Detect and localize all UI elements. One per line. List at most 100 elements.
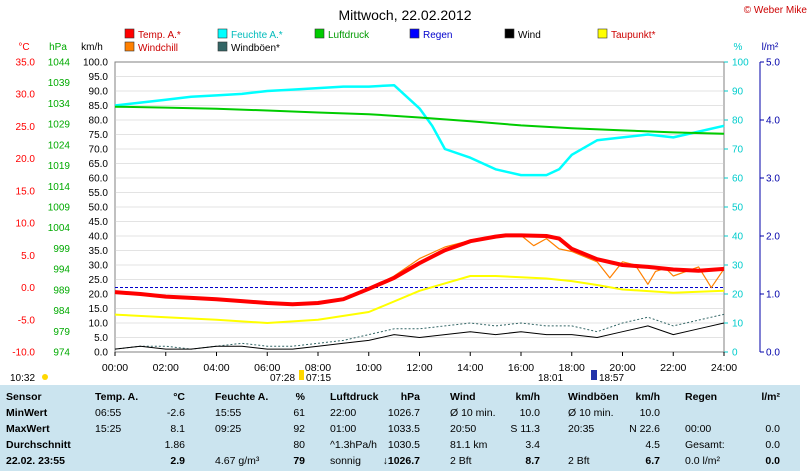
legend-label: Taupunkt*: [611, 30, 656, 41]
humidity-tick-label: 0: [732, 348, 738, 359]
x-tick-label: 18:00: [559, 362, 585, 374]
table-header: Wind: [450, 391, 476, 403]
rain-tick-label: 0.0: [766, 348, 780, 359]
pressure-tick-label: 1004: [48, 223, 71, 234]
pressure-tick-label: 1019: [48, 161, 71, 172]
wind-tick-label: 30.0: [89, 261, 109, 272]
wind-axis-unit: km/h: [81, 42, 103, 53]
left-time-sun-icon: [42, 374, 48, 380]
pressure-tick-label: 984: [53, 306, 70, 317]
left-time-label: 10:32: [10, 373, 35, 384]
temp-tick-label: 20.0: [16, 154, 36, 165]
wind-tick-label: 45.0: [89, 217, 109, 228]
humidity-tick-label: 40: [732, 232, 744, 243]
table-row-label: MaxWert: [6, 423, 50, 435]
legend-swatch: [124, 41, 135, 52]
table-cell: 2.9: [170, 455, 185, 467]
series-line-tempa: [114, 233, 725, 307]
wind-tick-label: 55.0: [89, 188, 109, 199]
table-cell: 2 Bft: [450, 455, 472, 467]
temp-tick-label: 0.0: [21, 283, 35, 294]
wind-tick-label: 70.0: [89, 145, 109, 156]
table-cell: 10.0: [639, 407, 660, 419]
legend-swatch: [597, 28, 608, 39]
wind-tick-label: 75.0: [89, 130, 109, 141]
time-markers: 10:32 07:28 07:15 18:01 18:57: [10, 370, 624, 384]
rain-tick-label: 3.0: [766, 174, 780, 185]
table-cell: 61: [293, 407, 305, 419]
wind-tick-label: 65.0: [89, 159, 109, 170]
temp-tick-label: 30.0: [16, 90, 36, 101]
legend-label: Feuchte A.*: [231, 30, 283, 41]
table-cell: 6.7: [645, 455, 660, 467]
pressure-tick-label: 994: [53, 265, 70, 276]
rain-axis-unit: l/m²: [762, 42, 779, 53]
x-axis: 00:00 02:00 04:00 06:00 08:00 10:00 12:00 14:00…: [102, 352, 737, 374]
table-header: Feuchte A.: [215, 391, 269, 403]
table-cell: 92: [293, 423, 305, 435]
wind-tick-label: 95.0: [89, 72, 109, 83]
x-tick-label: 00:00: [102, 362, 128, 374]
temp-tick-label: 10.0: [16, 219, 36, 230]
sunset-b-label: 18:57: [599, 373, 624, 384]
table-cell: Ø 10 min.: [568, 407, 614, 419]
table-header: km/h: [515, 391, 540, 403]
table-cell: 8.1: [170, 423, 185, 435]
table-cell: Gesamt:: [685, 439, 725, 451]
table-cell: 0.0 l/m²: [685, 455, 721, 467]
humidity-tick-label: 60: [732, 174, 744, 185]
wind-tick-label: 50.0: [89, 203, 109, 214]
humidity-tick-label: 90: [732, 87, 744, 98]
x-tick-label: 06:00: [254, 362, 280, 374]
chart-title: Mittwoch, 22.02.2012: [338, 7, 471, 23]
press-axis-unit: hPa: [49, 42, 67, 53]
pressure-tick-label: 1009: [48, 203, 71, 214]
table-cell: 01:00: [330, 423, 357, 435]
chart-axes: 100.095.090.085.080.075.070.065.060.055.…: [12, 58, 780, 359]
weather-chart: Mittwoch, 22.02.2012 © Weber Mike Temp. …: [10, 5, 807, 384]
table-cell: 4.67 g/m³: [215, 455, 260, 467]
sunrise-b-label: 07:15: [306, 373, 331, 384]
legend-label: Temp. A.*: [138, 30, 181, 41]
pressure-tick-label: 1039: [48, 78, 71, 89]
table-cell: 20:50: [450, 423, 477, 435]
series-line-wind: [114, 322, 725, 350]
x-tick-label: 12:00: [406, 362, 432, 374]
pressure-tick-label: 989: [53, 285, 70, 296]
table-cell: 06:55: [95, 407, 122, 419]
table-header: Luftdruck: [330, 391, 379, 403]
table-cell: ^1.3hPa/h: [330, 439, 377, 451]
table-cell: N 22.6: [629, 423, 660, 435]
pressure-tick-label: 1044: [48, 58, 71, 69]
sunrise-icon: [299, 370, 304, 380]
wind-tick-label: 40.0: [89, 232, 109, 243]
pressure-tick-label: 999: [53, 244, 70, 255]
legend-label: Windchill: [138, 43, 178, 54]
table-cell: ↓1026.7: [382, 455, 420, 467]
table-cell: 10.0: [519, 407, 540, 419]
wind-tick-label: 100.0: [83, 58, 108, 69]
wind-tick-label: 25.0: [89, 275, 109, 286]
temp-axis-unit: °C: [18, 42, 29, 53]
temp-tick-label: -5.0: [18, 315, 36, 326]
wind-tick-label: 90.0: [89, 87, 109, 98]
pressure-tick-label: 1014: [48, 182, 71, 193]
table-header: Temp. A.: [95, 391, 139, 403]
table-cell: 0.0: [765, 423, 780, 435]
wind-tick-label: 0.0: [94, 348, 108, 359]
temp-tick-label: 15.0: [16, 186, 36, 197]
legend-label: Windböen*: [231, 43, 280, 54]
wind-tick-label: 20.0: [89, 290, 109, 301]
x-tick-label: 22:00: [660, 362, 686, 374]
table-cell: 22:00: [330, 407, 357, 419]
pressure-tick-label: 1024: [48, 140, 71, 151]
sunset-a-label: 18:01: [538, 373, 563, 384]
table-header: Regen: [685, 391, 718, 403]
rain-tick-label: 4.0: [766, 116, 780, 127]
table-header: km/h: [635, 391, 660, 403]
hum-axis-unit: %: [734, 42, 743, 53]
legend-label: Regen: [423, 30, 452, 41]
temp-tick-label: 35.0: [16, 58, 36, 69]
table-cell: 15:55: [215, 407, 242, 419]
